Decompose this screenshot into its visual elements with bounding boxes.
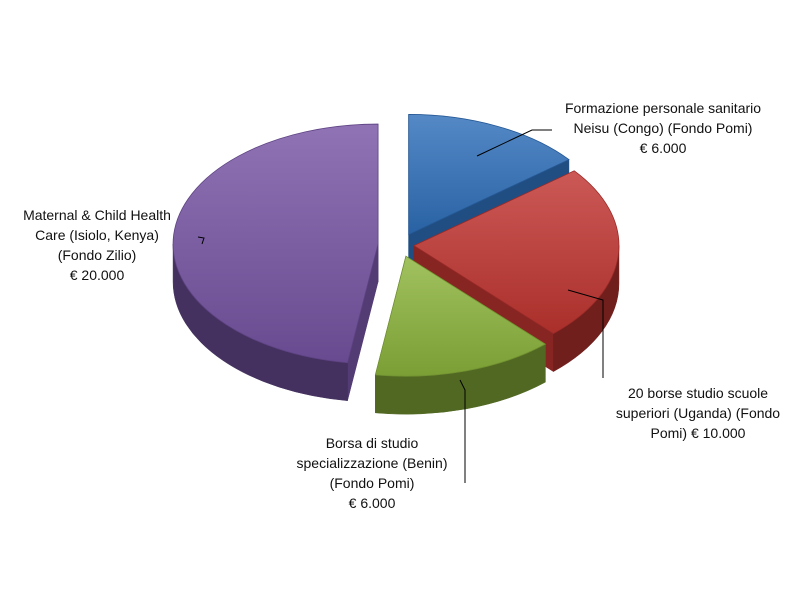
- slice-label-borse-uganda: 20 borse studio scuole superiori (Uganda…: [615, 385, 781, 441]
- pie-slice-maternal-child: [172, 123, 379, 401]
- pie-slice-borsa-benin: [374, 255, 547, 415]
- slice-label-borsa-benin: Borsa di studio specializzazione (Benin)…: [296, 435, 448, 511]
- leader-line-formazione: [476, 129, 552, 157]
- slice-label-formazione: Formazione personale sanitario Neisu (Co…: [564, 100, 762, 156]
- leader-line-borse-uganda: [567, 289, 604, 378]
- leader-line-maternal-child: [197, 236, 205, 245]
- leader-line-borsa-benin: [459, 379, 466, 483]
- slice-label-maternal-child: Maternal & Child Health Care (Isiolo, Ke…: [23, 207, 171, 283]
